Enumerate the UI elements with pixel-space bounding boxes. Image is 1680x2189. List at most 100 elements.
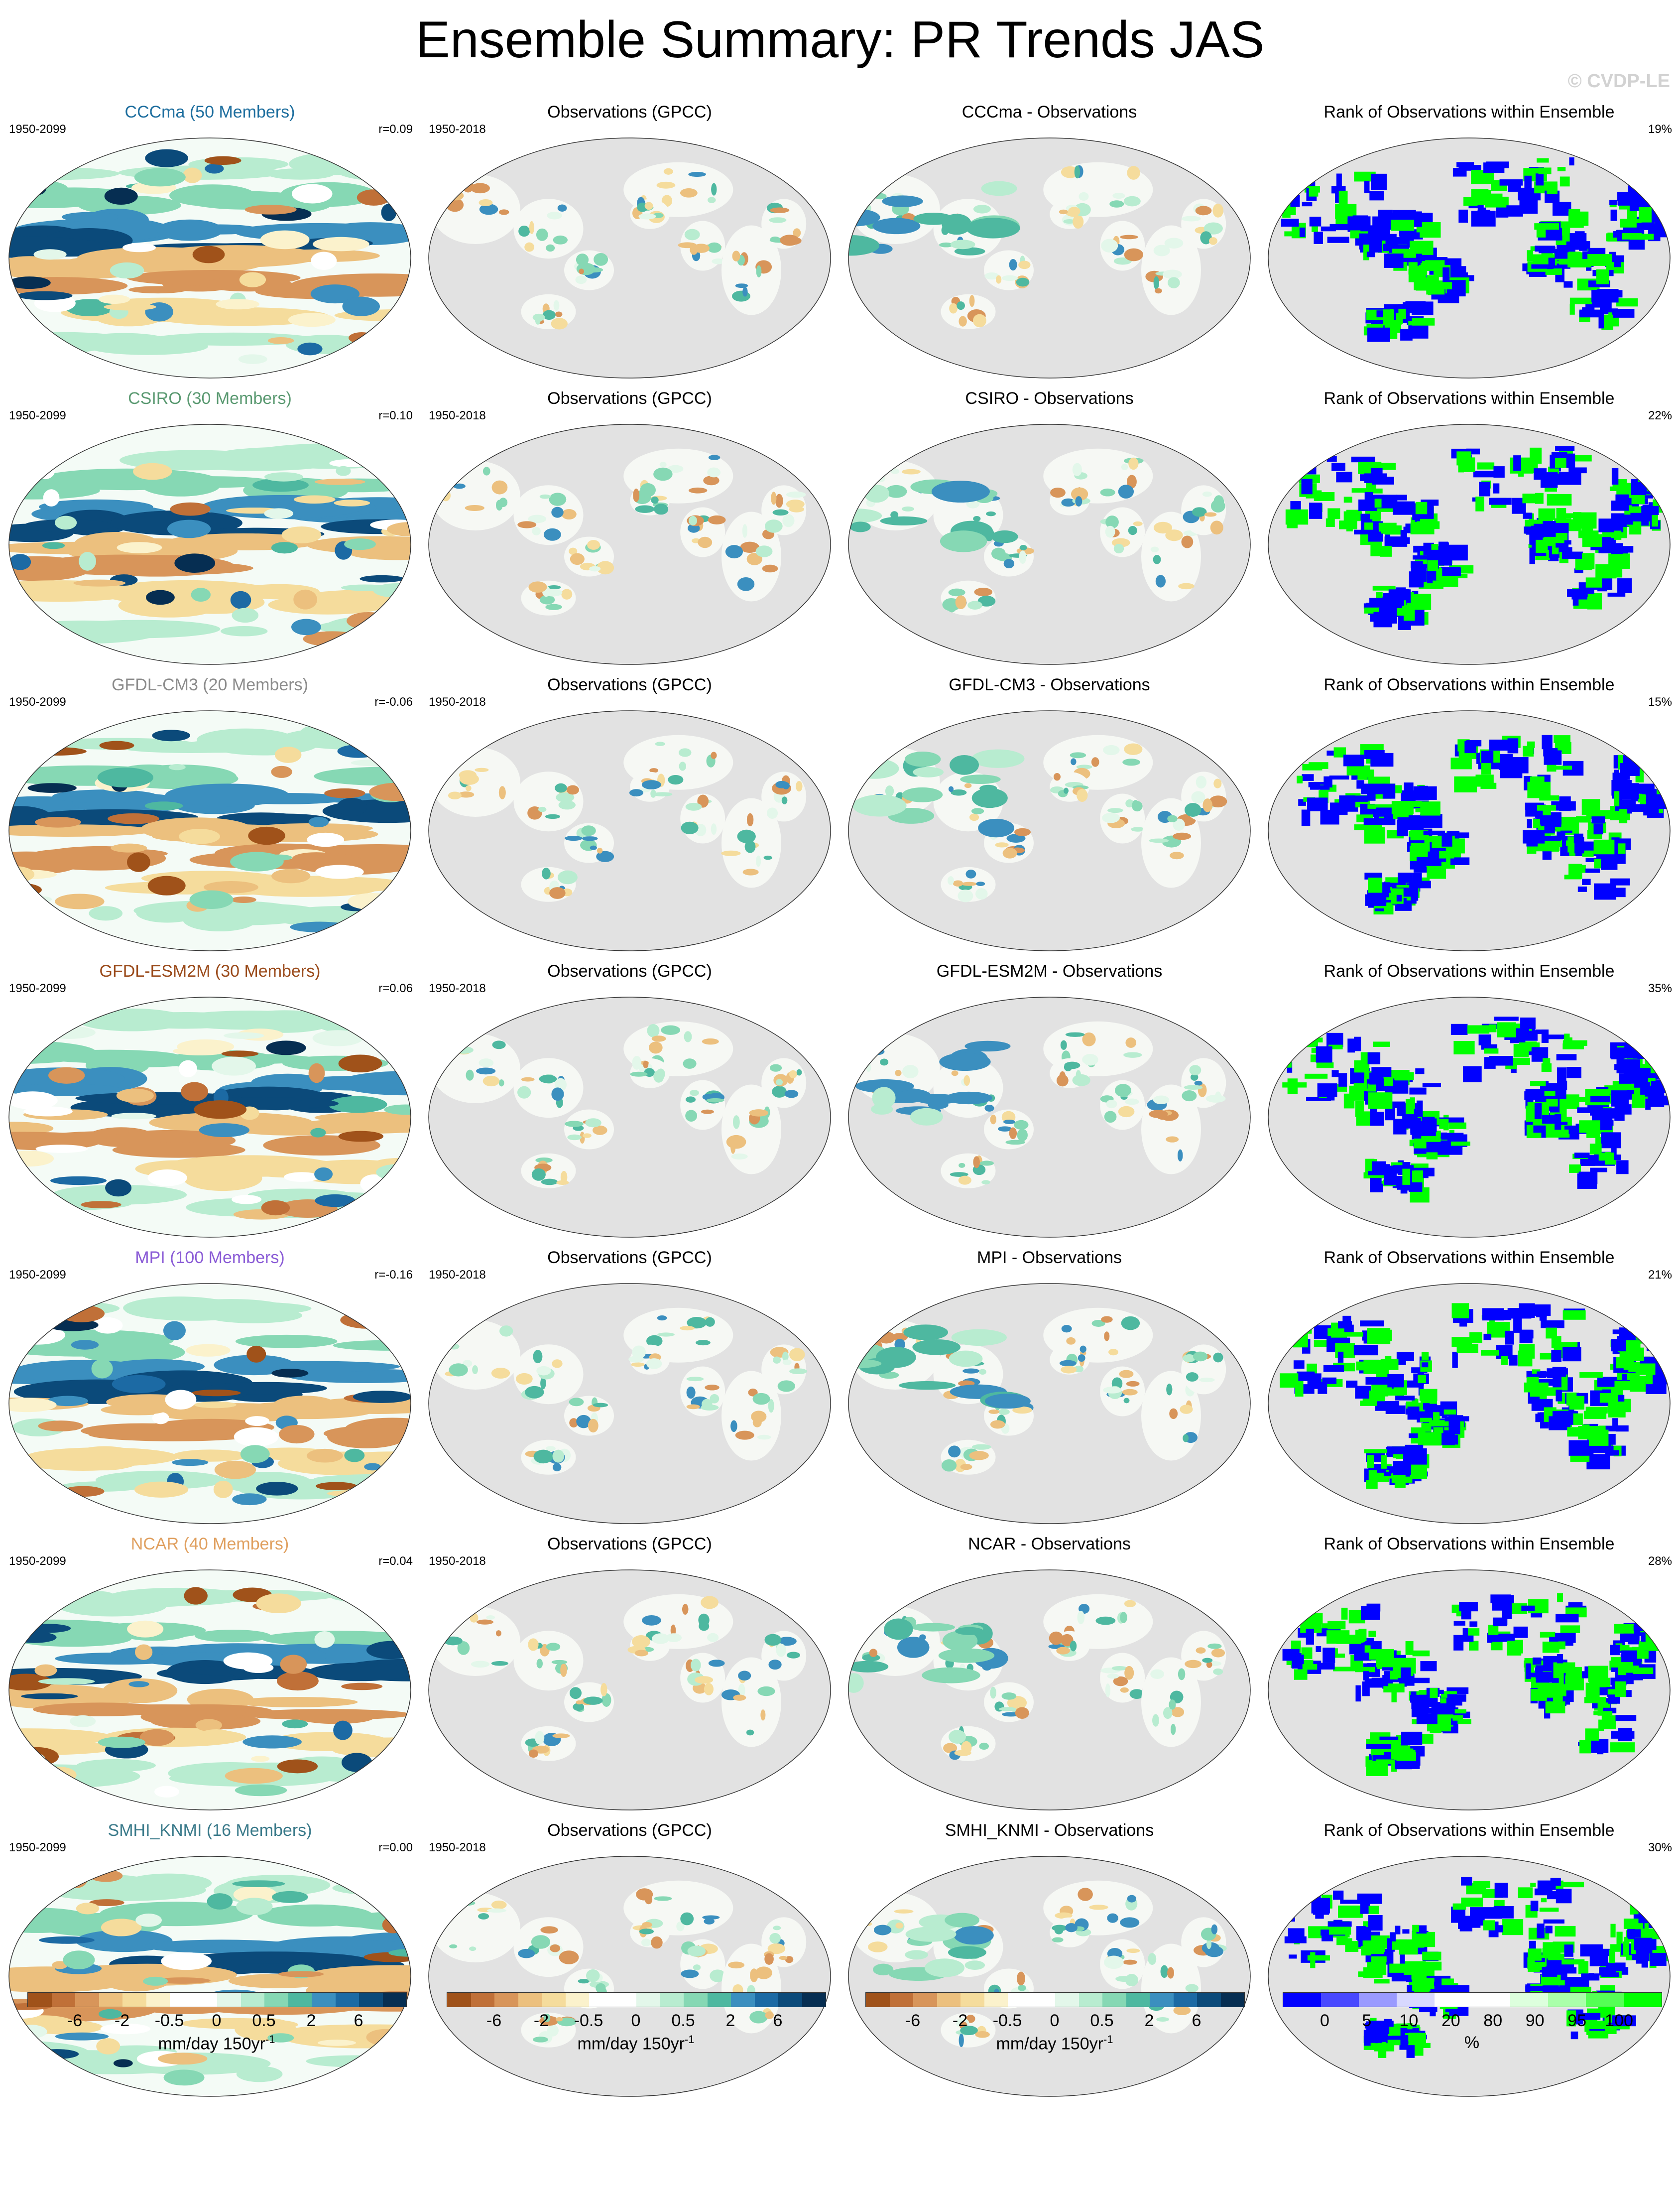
rank-cell bbox=[1364, 1645, 1371, 1653]
precip-anomaly bbox=[1125, 1974, 1138, 1987]
rank-cell bbox=[1288, 1606, 1306, 1612]
precip-anomaly bbox=[1005, 1140, 1026, 1145]
precip-anomaly bbox=[240, 1445, 270, 1463]
rank-cell bbox=[1408, 262, 1418, 266]
globe-border bbox=[848, 1856, 1251, 2097]
precip-anomaly bbox=[652, 1633, 670, 1644]
precip-anomaly bbox=[1178, 583, 1195, 590]
precip-anomaly bbox=[21, 1693, 78, 1699]
rank-cell bbox=[1473, 1881, 1491, 1888]
precip-anomaly bbox=[575, 275, 587, 284]
colorbar-swatch bbox=[51, 1993, 75, 2007]
rank-cell bbox=[1598, 1719, 1604, 1731]
precip-anomaly bbox=[274, 747, 302, 763]
panel-rank: Rank of Observations within Ensemble 19% bbox=[1259, 102, 1679, 388]
precip-anomaly bbox=[297, 342, 323, 356]
precip-anomaly bbox=[244, 205, 297, 215]
precip-anomaly bbox=[221, 1050, 259, 1057]
colorbar-swatch bbox=[193, 1993, 217, 2007]
precip-anomaly bbox=[949, 1730, 966, 1744]
precip-anomaly bbox=[346, 343, 387, 353]
precip-anomaly bbox=[290, 921, 350, 933]
precip-anomaly bbox=[981, 181, 1017, 196]
precip-anomaly bbox=[704, 1683, 714, 1695]
precip-anomaly bbox=[995, 275, 1002, 284]
observations-title: Observations (GPCC) bbox=[547, 1248, 712, 1267]
rank-cell bbox=[1351, 488, 1374, 493]
rank-cell bbox=[1547, 1891, 1557, 1900]
rank-cell bbox=[1390, 220, 1415, 231]
colorbar-swatches bbox=[1283, 1992, 1662, 2007]
rank-cell bbox=[1614, 770, 1619, 775]
rank-cell bbox=[1326, 750, 1335, 756]
rank-cell bbox=[1536, 1672, 1554, 1683]
rank-cell bbox=[1333, 1890, 1344, 1900]
rank-cell bbox=[1568, 467, 1587, 474]
precip-anomaly bbox=[1077, 788, 1088, 802]
precip-anomaly bbox=[1133, 521, 1143, 526]
rank-cell bbox=[1412, 1931, 1419, 1943]
precip-anomaly bbox=[264, 472, 303, 482]
precip-anomaly bbox=[216, 299, 260, 310]
precip-anomaly bbox=[499, 1325, 513, 1337]
precip-anomaly bbox=[725, 545, 743, 559]
precip-anomaly bbox=[89, 906, 123, 921]
rank-cell bbox=[1542, 1115, 1555, 1124]
map-model bbox=[8, 1569, 411, 1810]
rank-cell bbox=[1591, 290, 1598, 303]
precip-anomaly bbox=[272, 1891, 308, 1903]
precip-anomaly bbox=[291, 619, 321, 636]
rank-cell bbox=[1634, 1072, 1647, 1088]
precip-anomaly bbox=[306, 1448, 343, 1463]
rank-cell bbox=[1421, 1136, 1441, 1142]
rank-cell bbox=[1559, 513, 1573, 518]
colorbar-swatches bbox=[865, 1992, 1245, 2007]
precip-anomaly bbox=[1059, 209, 1068, 215]
period-label: 1950-2018 bbox=[429, 1268, 486, 1282]
precip-anomaly bbox=[479, 204, 498, 215]
rank-cell bbox=[1367, 793, 1376, 801]
rank-cell bbox=[1619, 809, 1628, 824]
precip-anomaly bbox=[92, 1317, 123, 1334]
precip-anomaly bbox=[744, 840, 756, 853]
precip-anomaly bbox=[212, 1056, 256, 1076]
precip-anomaly bbox=[740, 541, 760, 553]
precip-anomaly bbox=[875, 1347, 916, 1368]
rank-cell bbox=[1560, 1625, 1580, 1633]
precip-anomaly bbox=[1210, 520, 1223, 535]
rank-cell bbox=[1336, 173, 1342, 188]
precip-anomaly bbox=[9, 1091, 58, 1110]
rank-cell bbox=[1648, 1630, 1670, 1635]
rank-cell bbox=[1440, 1432, 1455, 1445]
map-rank bbox=[1268, 424, 1671, 665]
period-label: 1950-2099 bbox=[9, 982, 66, 995]
precip-anomaly bbox=[702, 1038, 719, 1045]
rank-cell bbox=[1578, 1171, 1598, 1184]
precip-anomaly bbox=[536, 228, 548, 241]
land bbox=[430, 1033, 520, 1103]
precip-anomaly bbox=[536, 1659, 543, 1669]
precip-anomaly bbox=[1073, 215, 1084, 229]
precip-anomaly bbox=[641, 780, 661, 789]
precip-anomaly bbox=[995, 842, 1009, 848]
precip-anomaly bbox=[1156, 2017, 1170, 2022]
rank-cell bbox=[1391, 801, 1414, 814]
rank-cell bbox=[1297, 1319, 1313, 1328]
precip-anomaly bbox=[850, 758, 899, 779]
precip-anomaly bbox=[1103, 1387, 1122, 1394]
precip-anomaly bbox=[1204, 512, 1217, 517]
precip-anomaly bbox=[364, 1463, 381, 1471]
rank-cell bbox=[1411, 1367, 1428, 1374]
precip-anomaly bbox=[492, 1040, 506, 1049]
colorbar-swatch bbox=[778, 1993, 802, 2007]
rank-cell bbox=[1597, 1377, 1617, 1387]
precip-anomaly bbox=[1131, 827, 1145, 832]
precip-anomaly bbox=[976, 882, 985, 886]
precip-anomaly bbox=[760, 1709, 766, 1721]
precip-anomaly bbox=[655, 742, 665, 746]
precip-anomaly bbox=[973, 1156, 980, 1168]
precip-anomaly bbox=[596, 851, 614, 862]
precip-anomaly bbox=[786, 1652, 800, 1659]
rank-cell bbox=[1333, 747, 1346, 758]
rank-cell bbox=[1396, 895, 1402, 901]
